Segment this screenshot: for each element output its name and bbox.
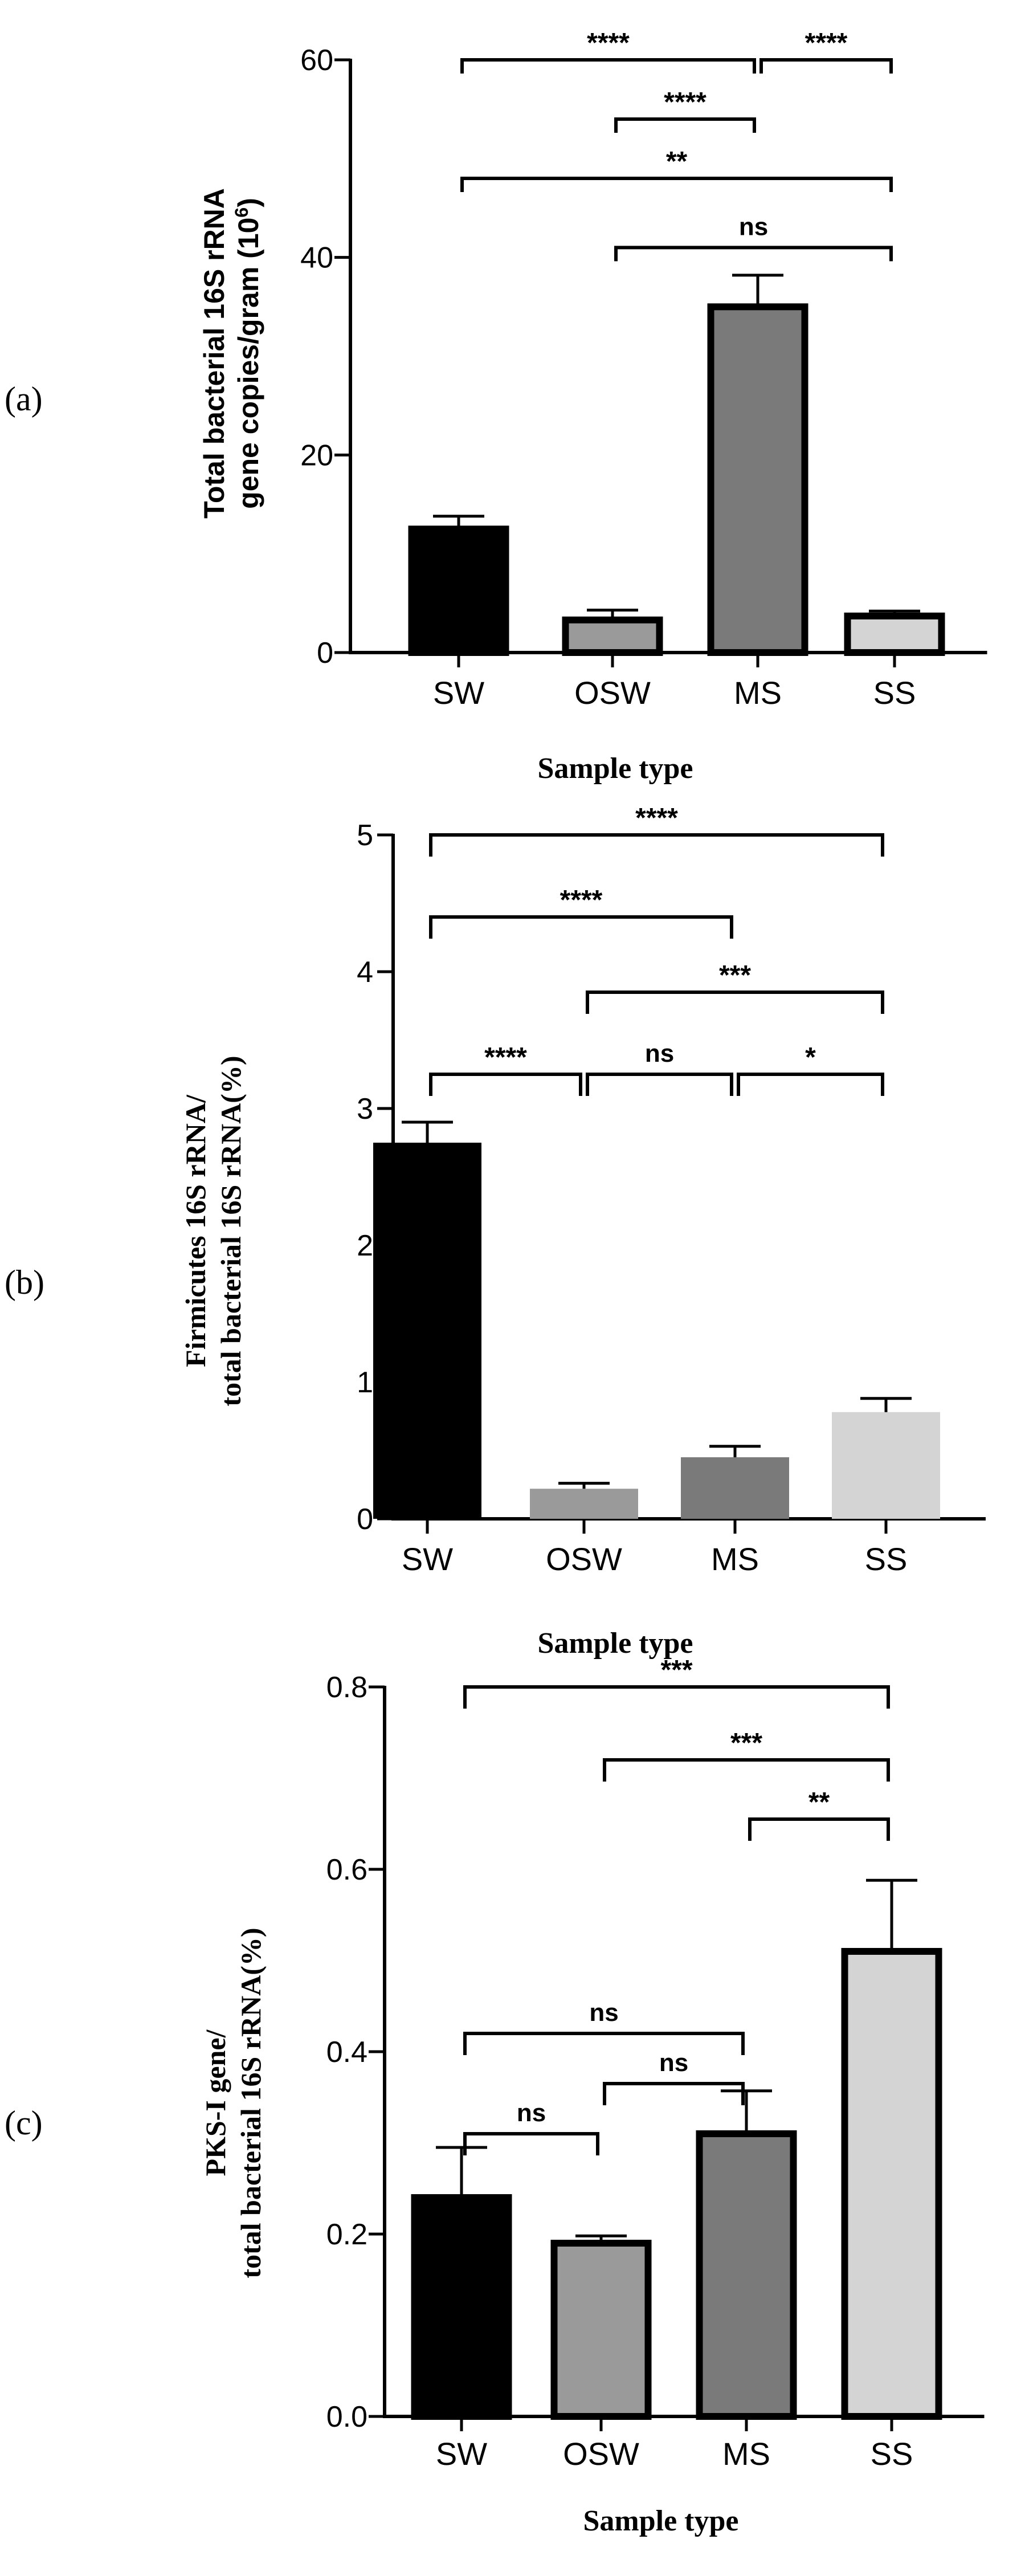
panel-b-sig-label: * — [805, 1042, 816, 1073]
panel-a-sig-bracket — [460, 177, 893, 192]
panel-a-y-tick-label: 0 — [317, 637, 333, 670]
panel-b-x-tick-label-sw: SW — [402, 1541, 453, 1577]
panel-c-letter: (c) — [5, 2104, 43, 2142]
panel-b-sig-label: *** — [719, 960, 751, 991]
panel-a-sig-bracket — [460, 58, 756, 74]
panel-c-sig-label: ns — [589, 1999, 618, 2027]
panel-a-letter: (a) — [5, 380, 43, 418]
panel-a-x-tick-label-ms: MS — [734, 675, 782, 711]
panel-a-bar-ms — [707, 303, 808, 656]
panel-c-bar-ms — [696, 2130, 797, 2420]
panel-b-sig-bracket — [429, 833, 884, 857]
panel-c-sig-bracket — [463, 1685, 890, 1709]
panel-b-letter: (b) — [5, 1263, 44, 1301]
panel-c-y-tick-label: 0.8 — [326, 1671, 367, 1704]
panel-a-sig-label: **** — [805, 28, 848, 58]
panel-a-ylabel-post: ) — [232, 198, 264, 207]
panel-c-ylabel-line2: total bacterial 16S rRNA(%) — [235, 1927, 267, 2278]
panel-c-sig-label: *** — [660, 1655, 692, 1685]
panel-c-sig-bracket — [603, 2082, 745, 2105]
panel-b-sig-bracket — [586, 991, 884, 1014]
panel-c-y-tick-label: 0.0 — [326, 2400, 367, 2434]
panel-c-sig-bracket — [603, 1758, 890, 1782]
panel-a-bar-sw — [408, 525, 509, 656]
panel-c-sig-label: ** — [808, 1787, 830, 1817]
panel-a-y-tick-label: 20 — [300, 439, 333, 472]
panel-c-sig-label: ns — [659, 2049, 688, 2077]
panel-a-ylabel-sup: 6 — [231, 207, 252, 218]
panel-a-sig-bracket — [614, 246, 893, 262]
panel-c-x-tick-label-osw: OSW — [563, 2436, 639, 2472]
panel-b-y-tick-label: 5 — [357, 819, 373, 852]
panel-a: (a) Total bacterial 16S rRNA gene copies… — [5, 28, 987, 785]
panel-a-y-tick-label: 60 — [300, 44, 333, 77]
panel-c-sig-bracket — [463, 2032, 745, 2055]
panel-a-y-tick-label: 40 — [300, 242, 333, 275]
panel-b-ylabel-line1: Firmicutes 16S rRNA/ — [179, 1094, 211, 1367]
panel-c-bar-ss — [841, 1948, 942, 2420]
panel-c-sig-label: *** — [730, 1728, 762, 1758]
panel-c-x-tick-label-sw: SW — [436, 2436, 487, 2472]
panel-a-bar-ss — [844, 612, 945, 657]
panel-b-bar-ss — [832, 1412, 940, 1519]
panel-c-y-tick-label: 0.6 — [326, 1853, 367, 1886]
panel-a-sig-label: ** — [666, 146, 688, 177]
panel-a-x-tick-label-osw: OSW — [574, 675, 651, 711]
panel-a-xlabel: Sample type — [538, 752, 693, 785]
panel-c: (c) PKS-I gene/ total bacterial 16S rRNA… — [5, 1655, 985, 2537]
panel-b-y-tick-label: 3 — [357, 1093, 373, 1126]
panel-b-sig-label: **** — [484, 1042, 527, 1073]
panel-b-x-tick-label-osw: OSW — [546, 1541, 622, 1577]
panel-a-sig-bracket — [614, 117, 756, 133]
panel-b-bar-osw — [530, 1489, 638, 1519]
panel-c-y-tick-label: 0.2 — [326, 2218, 367, 2251]
panel-b-bar-sw — [373, 1143, 481, 1519]
panel-c-bar-sw — [411, 2194, 512, 2420]
panel-b-sig-bracket — [429, 1073, 582, 1096]
panel-a-ylabel-line2: gene copies/gram (106) — [231, 198, 264, 509]
panel-c-sig-bracket — [748, 1817, 890, 1841]
panel-b-y-tick-label: 4 — [357, 956, 373, 989]
panel-b-x-tick-label-ms: MS — [711, 1541, 759, 1577]
panel-b: (b) Firmicutes 16S rRNA/ total bacterial… — [5, 803, 986, 1660]
panel-c-x-tick-label-ss: SS — [871, 2436, 913, 2472]
panel-b-ylabel-line2: total bacterial 16S rRNA(%) — [215, 1055, 247, 1406]
panel-c-x-tick-label-ms: MS — [722, 2436, 770, 2472]
panel-c-ylabel-line1: PKS-I gene/ — [199, 2029, 231, 2176]
panel-b-y-tick-label: 0 — [357, 1503, 373, 1536]
panel-b-sig-label: **** — [560, 885, 603, 915]
panel-b-bar-ms — [681, 1457, 789, 1519]
panel-a-bar-osw — [562, 616, 663, 657]
panel-c-xlabel: Sample type — [583, 2505, 739, 2537]
panel-c-y-tick-label: 0.4 — [326, 2036, 367, 2069]
panel-a-sig-bracket — [759, 58, 893, 74]
panel-b-x-tick-label-ss: SS — [865, 1541, 908, 1577]
panel-a-x-tick-label-sw: SW — [433, 675, 484, 711]
panel-a-sig-label: **** — [664, 87, 707, 117]
panel-a-x-tick-label-ss: SS — [873, 675, 916, 711]
panel-b-y-tick-label: 2 — [357, 1229, 373, 1262]
panel-a-sig-label: **** — [587, 28, 630, 58]
panel-a-ylabel-pre: gene copies/gram (10 — [232, 218, 264, 509]
panel-b-sig-label: ns — [645, 1040, 674, 1067]
panel-b-sig-bracket — [737, 1073, 884, 1096]
panel-b-sig-bracket — [586, 1073, 733, 1096]
panel-b-sig-bracket — [429, 915, 733, 939]
panel-b-sig-label: **** — [635, 803, 678, 833]
panel-c-bar-osw — [550, 2240, 652, 2420]
panel-c-sig-bracket — [463, 2132, 599, 2155]
panel-b-y-tick-label: 1 — [357, 1366, 373, 1399]
panel-a-sig-label: ns — [739, 213, 768, 241]
panel-b-xlabel: Sample type — [538, 1627, 693, 1660]
panel-c-sig-label: ns — [517, 2099, 546, 2127]
panel-a-ylabel-line1: Total bacterial 16S rRNA — [198, 188, 230, 519]
